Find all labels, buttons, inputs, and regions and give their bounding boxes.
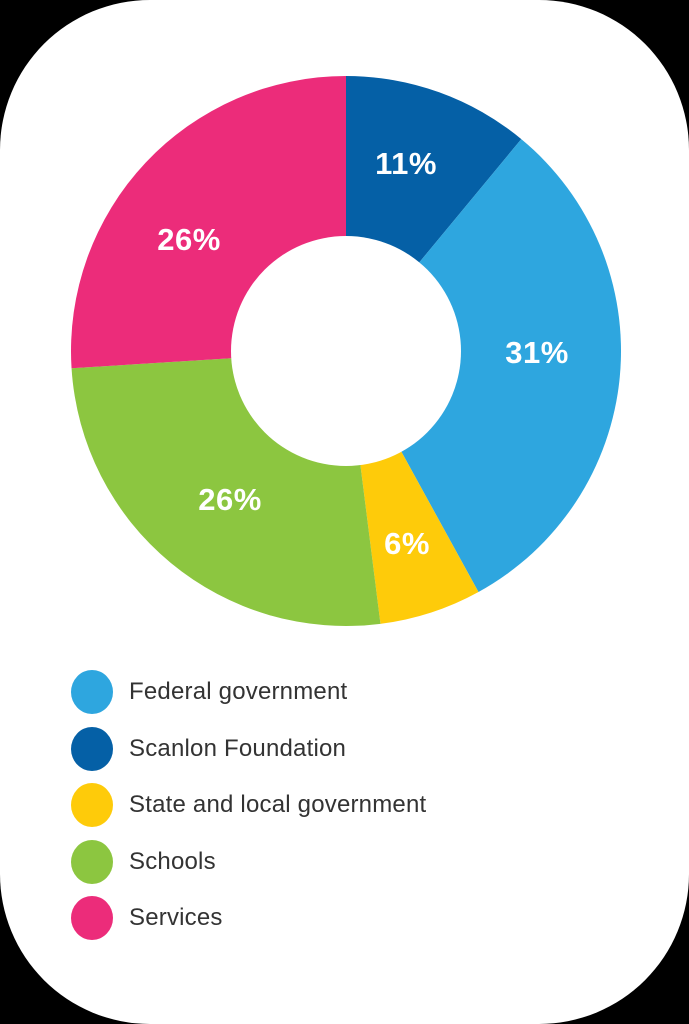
slice-label-schools: 26% [198,482,262,517]
slice-label-scanlon: 11% [375,146,437,181]
legend-label: Schools [129,847,216,875]
legend-swatch-icon [71,896,113,941]
legend-item-federal: Federal government [71,664,426,721]
legend: Federal government Scanlon Foundation St… [71,664,426,947]
slice-label-federal: 31% [505,335,569,370]
donut-chart [70,76,621,626]
legend-swatch-icon [71,726,113,771]
legend-item-scanlon: Scanlon Foundation [71,721,426,778]
slice-label-state: 6% [384,526,430,561]
legend-item-services: Services [71,890,426,947]
legend-swatch-icon [71,839,113,884]
legend-item-state: State and local government [71,777,426,834]
slice-label-services: 26% [157,222,221,257]
legend-label: Federal government [129,678,348,706]
legend-item-schools: Schools [71,834,426,891]
donut-slice-federal-government [346,139,621,592]
legend-label: State and local government [129,791,427,819]
legend-swatch-icon [71,670,113,715]
donut-hole [231,236,461,466]
legend-label: Scanlon Foundation [129,734,347,762]
legend-label: Services [129,904,223,932]
legend-swatch-icon [71,783,113,828]
